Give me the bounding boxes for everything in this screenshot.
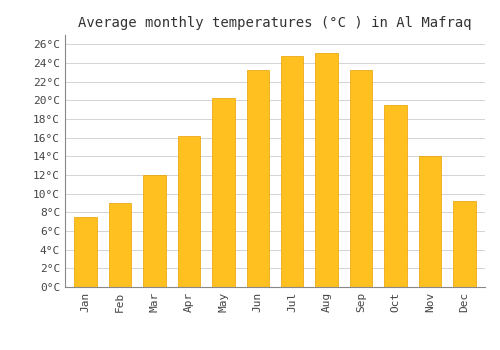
Bar	[246, 70, 269, 287]
Bar	[281, 56, 303, 287]
Bar	[74, 217, 97, 287]
Title: Average monthly temperatures (°C ) in Al Mafraq: Average monthly temperatures (°C ) in Al…	[78, 16, 472, 30]
Bar	[453, 201, 475, 287]
Bar	[144, 175, 166, 287]
Bar	[384, 105, 406, 287]
Bar	[178, 136, 200, 287]
Bar	[350, 70, 372, 287]
Bar	[418, 156, 441, 287]
Bar	[109, 203, 132, 287]
Bar	[316, 53, 338, 287]
Bar	[212, 98, 234, 287]
